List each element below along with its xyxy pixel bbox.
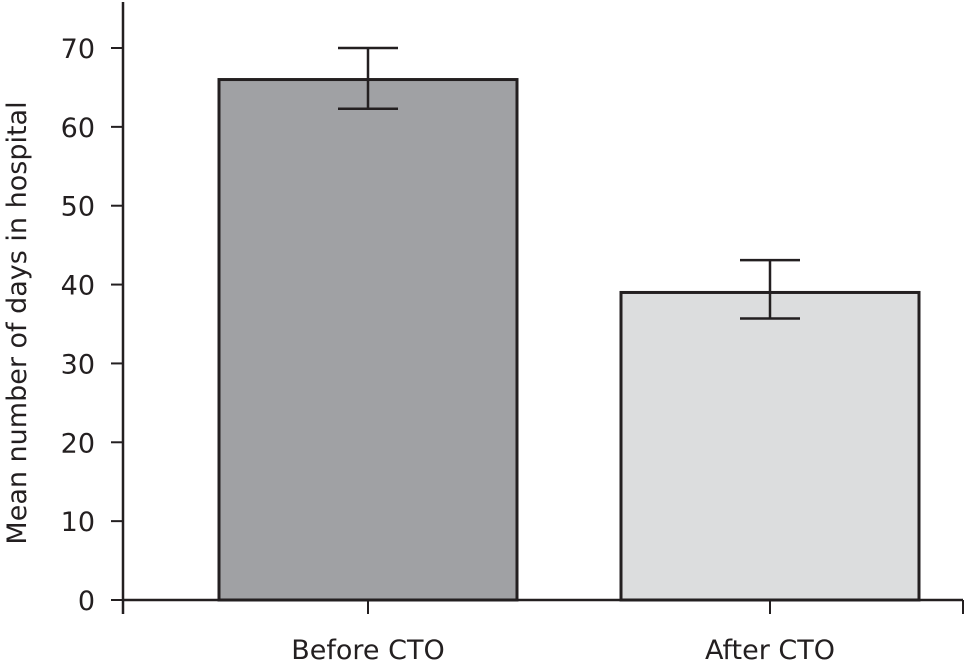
x-tick-label: Before CTO: [291, 635, 444, 661]
bar: [619, 290, 921, 602]
plot-area: 0 10 20 30 40 50 60 70 Before CTO After CTO: [61, 2, 964, 661]
y-tick-label: 50: [61, 192, 95, 223]
y-tick-label: 30: [61, 349, 95, 380]
y-tick-label: 40: [61, 271, 95, 302]
y-axis-title: Mean number of days in hospital: [2, 101, 33, 544]
bar: [217, 78, 519, 602]
y-tick-label: 60: [61, 113, 95, 144]
y-tick-label: 20: [61, 428, 95, 459]
y-tick-label: 10: [61, 507, 95, 538]
y-tick-label: 70: [61, 34, 95, 65]
y-tick-label: 0: [78, 586, 95, 617]
x-tick-label: After CTO: [705, 635, 835, 661]
